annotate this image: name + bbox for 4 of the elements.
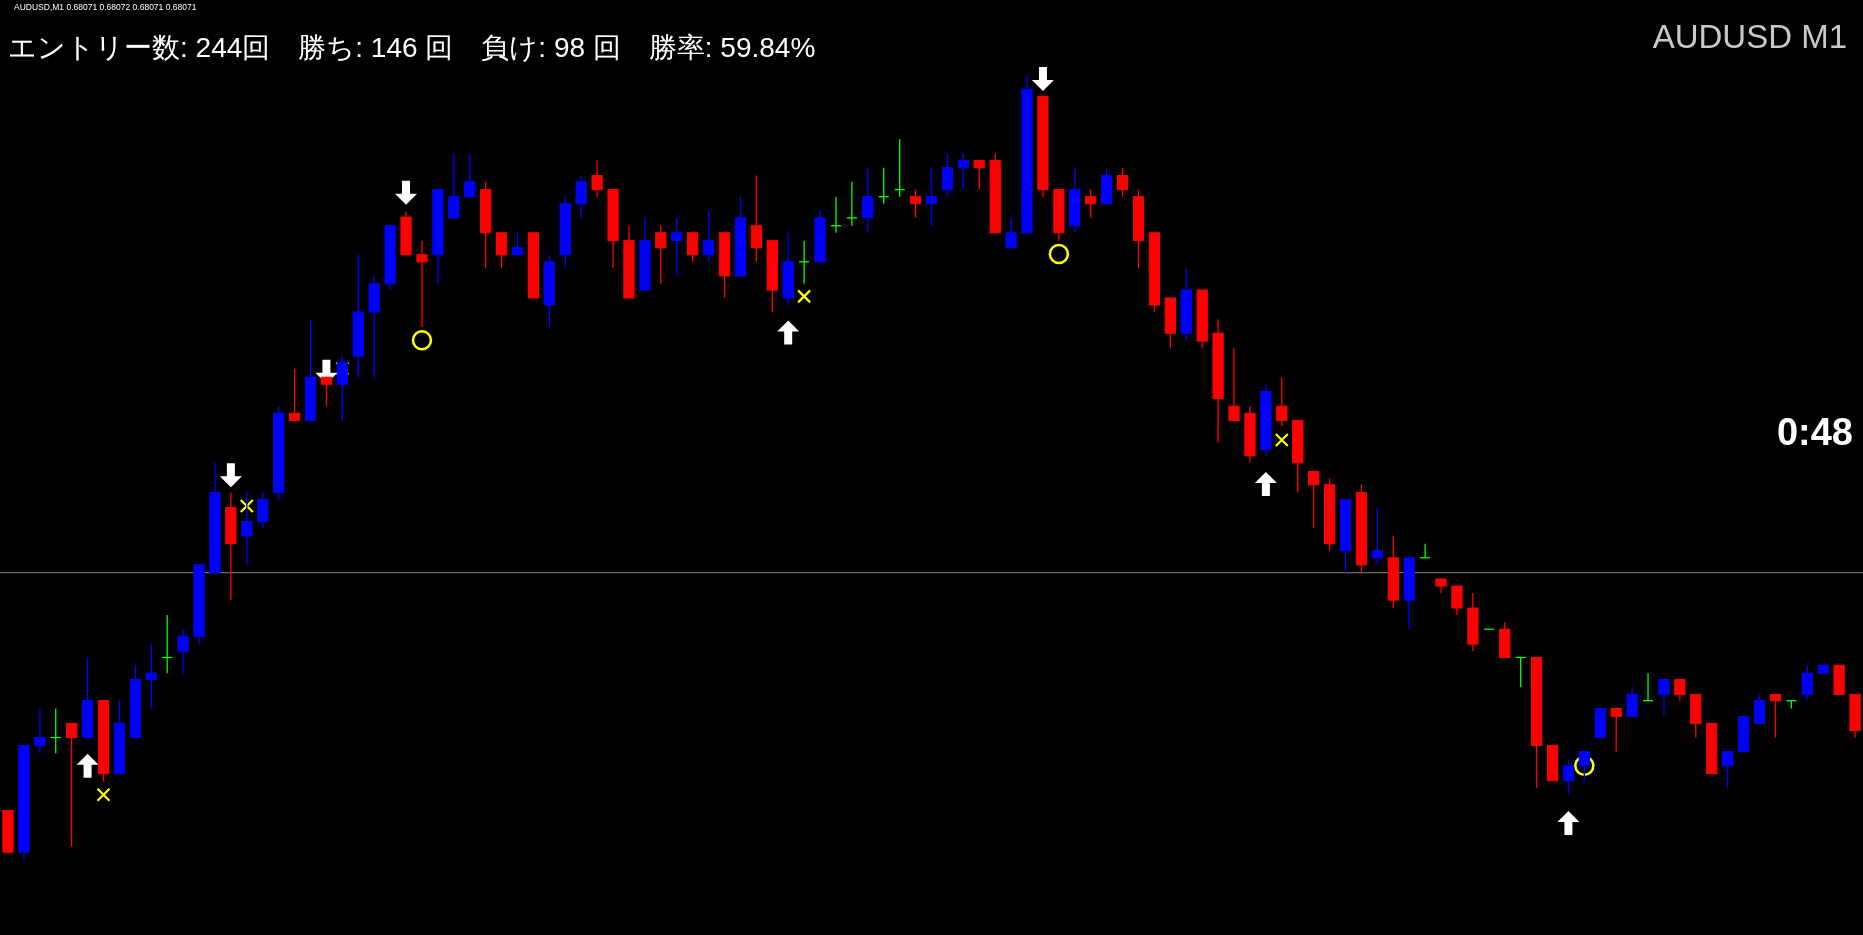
annotation: AUDUSD,M1 0.68071 0.68072 0.68071 0.68071	[14, 2, 197, 12]
annotation: 0:48	[1776, 411, 1853, 453]
annotation: AUDUSD M1	[1652, 18, 1847, 55]
title: エントリー数: 244回 勝ち: 146 回 負け: 98 回 勝率: 59.84%	[8, 32, 816, 63]
